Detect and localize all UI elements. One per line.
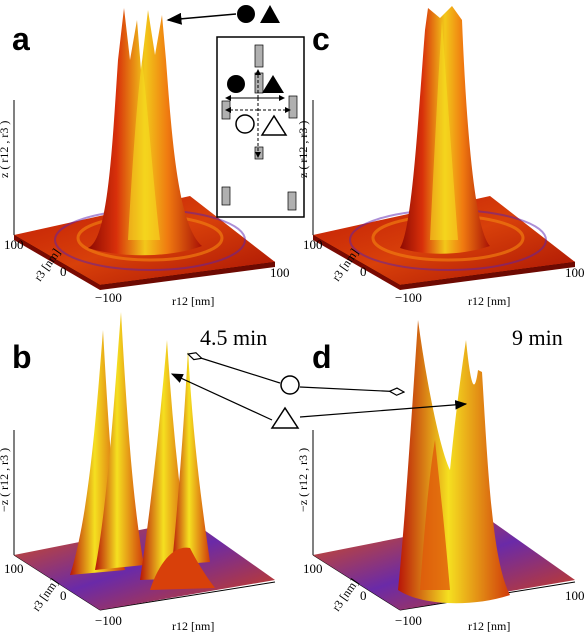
- surface-spike: [95, 312, 144, 570]
- filled-triangle-icon: [260, 5, 280, 23]
- tick-r12-hi: 100: [565, 265, 585, 280]
- tick-r3-hi: 100: [4, 237, 24, 252]
- surface-edge-front: [400, 262, 575, 290]
- pointer-triangle-b: [170, 373, 273, 421]
- axis-label-r12: r12 [nm]: [172, 619, 214, 633]
- pointer-triangle-d: [299, 400, 468, 418]
- panel-letter-c: c: [312, 21, 330, 57]
- gray-block: [254, 44, 264, 68]
- tick-r12-lo: −100: [395, 290, 422, 305]
- tick-r3-mid: 0: [60, 264, 67, 279]
- panel-a: a 100 0 −100 100 r3 [nm] r12 [nm] z ( r1…: [0, 8, 290, 308]
- panel-c: c 100 0 −100 100 r3 [nm] r12 [nm] z ( r1…: [296, 6, 585, 308]
- filled-triangle-icon: [262, 75, 284, 93]
- axis-label-r3: r3 [nm]: [29, 576, 61, 614]
- filled-circle-icon: [237, 5, 255, 23]
- tick-r3-mid: 0: [360, 264, 367, 279]
- axis-label-r12: r12 [nm]: [468, 294, 510, 308]
- tick-r12-hi: 100: [270, 265, 290, 280]
- panel-letter-d: d: [312, 339, 332, 375]
- axis-label-z: −z ( r12 , r3 ): [0, 448, 11, 512]
- surface-edge-left: [313, 235, 400, 290]
- panel-letter-b: b: [12, 339, 32, 375]
- tick-r3-mid: 0: [360, 588, 367, 603]
- legend-middle: [170, 354, 468, 429]
- surface-peak: [398, 320, 510, 604]
- panel-letter-a: a: [12, 21, 30, 57]
- tick-r12-hi: 100: [565, 588, 585, 603]
- axis-label-r12: r12 [nm]: [172, 294, 214, 308]
- surface-shade: [420, 440, 450, 590]
- gray-block: [221, 186, 231, 206]
- tick-r12-lo: −100: [95, 290, 122, 305]
- open-triangle-icon: [260, 114, 288, 136]
- gray-block: [254, 146, 264, 160]
- time-label-d: 9 min: [512, 325, 563, 350]
- axis-label-r3: r3 [nm]: [329, 576, 361, 614]
- axis-label-z: z ( r12 , r3 ): [296, 121, 310, 178]
- tick-r3-hi: 100: [303, 561, 323, 576]
- surface-highlight: [430, 20, 458, 240]
- legend-top: [166, 5, 280, 25]
- tick-r3-hi: 100: [4, 561, 24, 576]
- tick-r3-mid: 0: [60, 588, 67, 603]
- arrow-to-peak-a: [166, 12, 237, 25]
- open-triangle-icon: [270, 406, 300, 429]
- open-circle-icon: [235, 114, 255, 134]
- r12-axis-line: [99, 581, 276, 611]
- panel-d: d 9 min 100 0 −100 100 r3 [nm] r12 [nm] …: [296, 320, 585, 633]
- inset-schematic: [216, 36, 305, 218]
- axis-label-z: z ( r12 , r3 ): [0, 121, 11, 178]
- time-label-b: 4.5 min: [200, 325, 267, 350]
- pointer-circle-b: [188, 354, 281, 384]
- surface-spike: [172, 350, 210, 565]
- surface-highlight: [128, 60, 160, 240]
- tick-r12-lo: −100: [395, 613, 422, 628]
- tick-r3-hi: 100: [303, 237, 323, 252]
- panel-b: b 4.5 min 100 0 −100 r3 [nm] r12 [nm] −z…: [0, 312, 276, 633]
- gray-block: [287, 191, 297, 211]
- gray-block: [254, 72, 264, 94]
- surface-edge-left: [14, 235, 100, 290]
- gray-block: [288, 95, 298, 119]
- open-circle-icon: [280, 375, 300, 395]
- axis-label-z: −z ( r12 , r3 ): [296, 448, 310, 512]
- surface-lump: [150, 547, 215, 590]
- axis-label-r12: r12 [nm]: [468, 619, 510, 633]
- tick-r12-lo: −100: [95, 613, 122, 628]
- filled-circle-icon: [227, 75, 245, 93]
- pointer-circle-d: [299, 386, 404, 392]
- surface-edge-front: [100, 262, 275, 290]
